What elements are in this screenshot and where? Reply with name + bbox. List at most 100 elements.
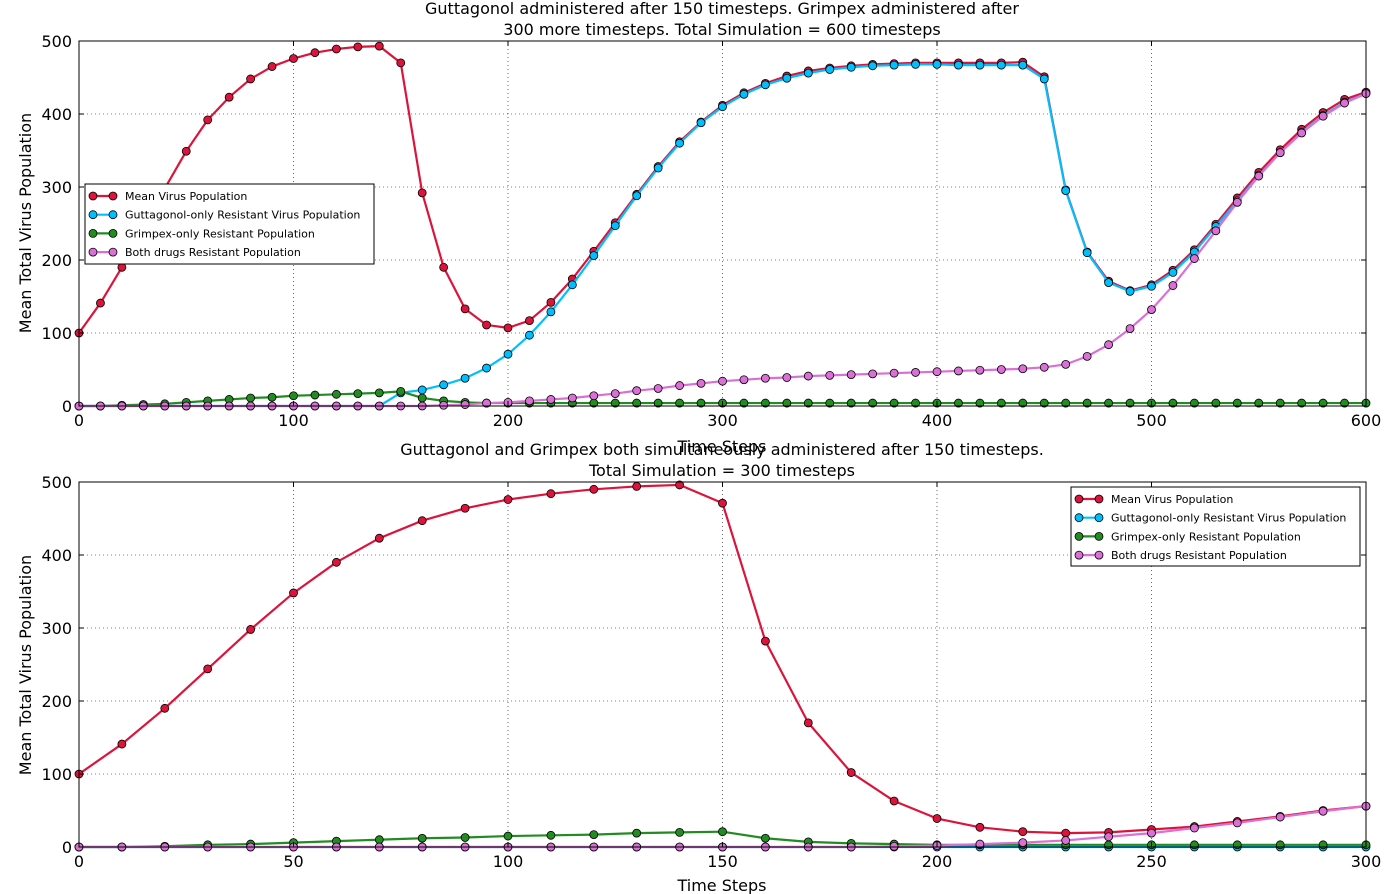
legend-item-guttagonol-only-resistant-virus-population: Guttagonol-only Resistant Virus Populati… xyxy=(1074,512,1346,525)
data-point xyxy=(460,304,470,314)
data-point xyxy=(1125,286,1135,296)
data-point xyxy=(632,398,642,408)
data-point xyxy=(782,73,792,83)
data-point xyxy=(825,65,835,74)
data-point xyxy=(1318,111,1328,121)
data-point xyxy=(1018,398,1028,408)
legend-marker xyxy=(88,228,98,238)
data-point xyxy=(1104,832,1113,842)
data-point xyxy=(996,365,1006,374)
data-point xyxy=(653,163,663,173)
y-tick-label: 100 xyxy=(41,324,72,343)
data-point xyxy=(246,625,256,634)
data-point xyxy=(825,398,835,408)
chart-bottom-legend: Mean Virus Population Guttagonol-only Res… xyxy=(1070,486,1361,567)
data-point xyxy=(374,835,384,845)
x-tick-label: 300 xyxy=(1351,852,1382,871)
data-point xyxy=(374,388,384,398)
data-point xyxy=(889,841,899,851)
data-point xyxy=(589,391,599,401)
data-point xyxy=(546,297,556,307)
data-point xyxy=(181,146,191,156)
data-point xyxy=(396,386,406,396)
data-point xyxy=(696,378,706,388)
data-point xyxy=(761,398,770,408)
data-point xyxy=(1168,398,1178,408)
data-point xyxy=(739,375,749,385)
legend-marker xyxy=(1074,494,1084,504)
data-point xyxy=(932,814,942,823)
data-point xyxy=(439,262,449,272)
data-point xyxy=(889,60,899,70)
data-point xyxy=(868,61,878,71)
y-tick-label: 300 xyxy=(41,619,72,638)
data-point xyxy=(417,188,427,198)
data-point xyxy=(567,280,577,290)
legend-label: Mean Virus Population xyxy=(1111,493,1233,506)
legend-marker xyxy=(108,191,118,201)
data-point xyxy=(846,398,856,408)
y-tick-label: 400 xyxy=(41,105,72,124)
data-point xyxy=(1125,398,1135,408)
data-point xyxy=(160,703,170,713)
data-point xyxy=(1254,171,1264,181)
data-point xyxy=(546,830,556,840)
data-point xyxy=(1190,398,1199,408)
data-point xyxy=(1082,398,1092,408)
data-point xyxy=(1104,340,1113,350)
data-point xyxy=(503,323,513,333)
data-point xyxy=(739,89,749,99)
data-point xyxy=(417,393,427,403)
x-tick-label: 250 xyxy=(1136,852,1167,871)
data-point xyxy=(1275,398,1285,408)
x-tick-label: 0 xyxy=(74,411,84,430)
data-point xyxy=(803,398,813,408)
x-tick-label: 500 xyxy=(1136,411,1167,430)
data-point xyxy=(718,827,727,837)
data-point xyxy=(911,59,920,69)
data-point xyxy=(1297,128,1307,138)
legend-marker xyxy=(1074,532,1084,541)
data-point xyxy=(718,376,727,386)
data-point xyxy=(267,62,277,71)
data-point xyxy=(803,68,813,78)
legend-label: Mean Virus Population xyxy=(125,190,247,203)
chart-bottom: Guttagonol and Grimpex both simultaneous… xyxy=(16,440,1381,894)
data-point xyxy=(353,389,363,398)
data-point xyxy=(1104,398,1113,408)
data-point xyxy=(868,369,878,379)
data-point xyxy=(739,398,749,408)
data-point xyxy=(1018,364,1028,374)
legend-label: Both drugs Resistant Population xyxy=(125,246,301,259)
data-point xyxy=(439,400,449,410)
legend-label: Guttagonol-only Resistant Virus Populati… xyxy=(125,209,360,222)
legend-marker xyxy=(88,210,98,220)
data-point xyxy=(1232,818,1242,828)
legend-marker xyxy=(1094,513,1104,523)
data-point xyxy=(696,118,706,128)
data-point xyxy=(718,498,727,508)
y-tick-label: 300 xyxy=(41,178,72,197)
chart-bottom-title-line-2: Total Simulation = 300 timesteps xyxy=(588,461,855,480)
data-point xyxy=(1039,362,1049,372)
y-tick-label: 500 xyxy=(41,473,72,492)
data-point xyxy=(503,831,513,841)
data-point xyxy=(396,58,406,68)
chart-top-ylabel: Mean Total Virus Population xyxy=(16,113,35,333)
data-point xyxy=(975,60,985,70)
data-point xyxy=(996,60,1006,70)
data-point xyxy=(1190,823,1199,833)
data-point xyxy=(803,718,813,728)
data-point xyxy=(310,48,320,58)
data-point xyxy=(1061,359,1071,369)
data-point xyxy=(460,833,470,842)
data-point xyxy=(825,370,835,380)
data-point xyxy=(675,138,684,148)
legend-marker xyxy=(1074,550,1084,560)
data-point xyxy=(353,42,363,52)
data-point xyxy=(1018,827,1028,837)
data-point xyxy=(632,191,642,201)
data-point xyxy=(546,489,556,499)
data-point xyxy=(846,768,856,777)
data-point xyxy=(460,400,470,409)
